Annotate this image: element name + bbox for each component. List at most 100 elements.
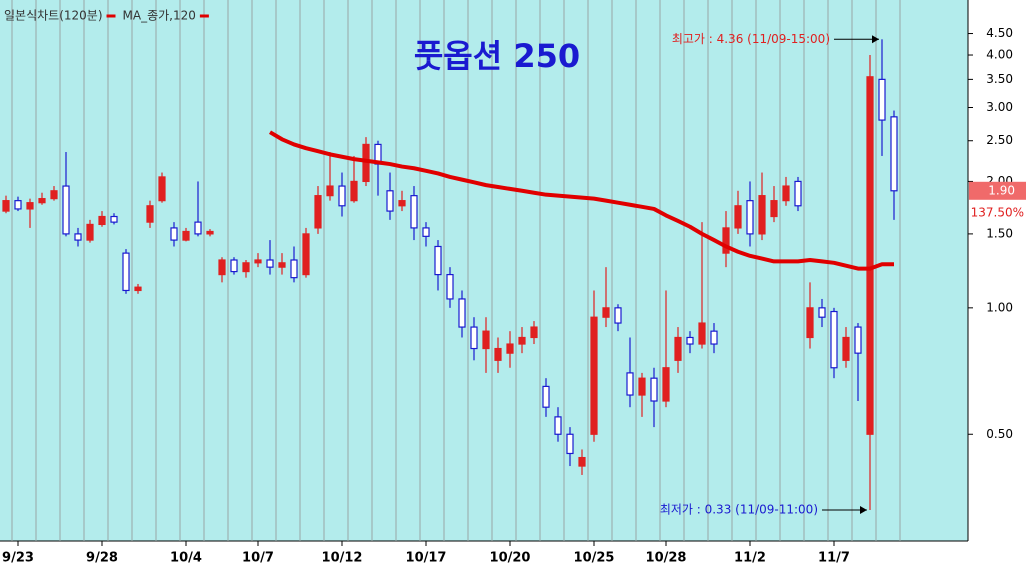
candle-body	[494, 347, 502, 361]
candle-body	[542, 385, 550, 408]
candle-body	[74, 233, 82, 241]
candle-body	[350, 180, 358, 202]
candle-body	[158, 176, 166, 202]
candle-body	[662, 367, 670, 402]
axis-background	[968, 0, 1026, 571]
legend-label: 일본식차트(120분)	[4, 9, 103, 23]
candle-body	[830, 310, 838, 369]
candle-body	[302, 233, 310, 276]
y-tick-label: 4.00	[986, 48, 1013, 62]
x-tick-label: 10/17	[406, 551, 447, 566]
candle-body	[242, 262, 250, 273]
last-price-box	[969, 181, 1026, 200]
x-tick-label: 10/7	[242, 551, 274, 566]
candle-body	[266, 259, 274, 268]
y-tick-label: 3.00	[986, 100, 1013, 114]
candle-body	[818, 307, 826, 318]
y-tick-label: 2.50	[986, 133, 1013, 147]
candle-body	[398, 200, 406, 207]
candle-body	[2, 200, 10, 212]
candle-body	[722, 227, 730, 254]
legend-label: MA_종가,120	[123, 9, 196, 23]
vertical-grid	[11, 0, 901, 541]
y-tick-label: 1.00	[986, 300, 1013, 314]
x-tick-label: 10/12	[322, 551, 363, 566]
candle-body	[590, 316, 598, 435]
candle-body	[614, 307, 622, 324]
candle-body	[170, 227, 178, 241]
candle-body	[734, 205, 742, 229]
candle-body	[806, 307, 814, 339]
candle-body	[134, 286, 142, 292]
candle-body	[410, 195, 418, 229]
x-tick-label: 11/7	[818, 551, 850, 566]
change-label: 137.50%	[971, 205, 1024, 219]
candle-body	[146, 205, 154, 223]
candle-body	[578, 456, 586, 467]
candle-body	[602, 307, 610, 318]
candle-body	[434, 245, 442, 276]
candle-body	[842, 336, 850, 361]
y-tick-label: 0.50	[986, 427, 1013, 441]
candle-body	[506, 343, 514, 354]
x-tick-label: 9/28	[86, 551, 118, 566]
annotation-arrowhead	[872, 35, 879, 44]
candle-body	[422, 227, 430, 237]
candle-body	[38, 198, 46, 204]
annotation-label: 최저가 : 0.33 (11/09-11:00)	[660, 503, 818, 517]
candle-body	[674, 336, 682, 361]
candle-body	[794, 180, 802, 207]
candle-body	[326, 185, 334, 197]
candle-body	[698, 322, 706, 345]
candle-body	[182, 230, 190, 241]
candle-body	[206, 230, 214, 235]
y-tick-label: 4.50	[986, 26, 1013, 40]
candle-body	[518, 336, 526, 345]
candle-body	[626, 372, 634, 396]
candle-body	[26, 202, 34, 210]
chart-title: 풋옵션 250	[414, 37, 580, 75]
x-tick-label: 10/28	[646, 551, 687, 566]
x-tick-label: 9/23	[2, 551, 34, 566]
candle-body	[278, 262, 286, 268]
candle-body	[482, 330, 490, 350]
candle-body	[194, 221, 202, 235]
candle-body	[878, 78, 886, 121]
candle-body	[314, 195, 322, 229]
candle-body	[98, 215, 106, 226]
y-tick-label: 3.50	[986, 72, 1013, 86]
x-tick-label: 10/25	[574, 551, 615, 566]
candle-body	[446, 273, 454, 300]
candle-body	[566, 433, 574, 455]
candle-body	[746, 200, 754, 235]
candle-body	[86, 223, 94, 241]
candle-body	[758, 195, 766, 235]
candle-body	[122, 252, 130, 292]
candle-body	[854, 326, 862, 354]
candle-body	[386, 190, 394, 212]
annotation-arrowhead	[860, 506, 867, 515]
annotation-label: 최고가 : 4.36 (11/09-15:00)	[672, 32, 830, 46]
candle-body	[338, 185, 346, 207]
candle-body	[230, 259, 238, 273]
candle-body	[638, 377, 646, 396]
plot-background	[0, 0, 968, 541]
candle-body	[290, 259, 298, 279]
candle-body	[782, 185, 790, 202]
candle-body	[710, 330, 718, 345]
candle-body	[650, 377, 658, 402]
last-price-label: 1.90	[988, 183, 1015, 197]
x-tick-label: 10/4	[170, 551, 202, 566]
candle-body	[458, 298, 466, 328]
candle-body	[14, 200, 22, 210]
y-tick-label: 1.50	[986, 226, 1013, 240]
moving-average-line	[268, 130, 894, 271]
candle-body	[50, 190, 58, 200]
candle-body	[470, 326, 478, 350]
candle-body	[254, 259, 262, 264]
candle-body	[218, 259, 226, 276]
x-tick-label: 11/2	[734, 551, 766, 566]
candle-body	[890, 116, 898, 192]
candle-body	[866, 76, 874, 435]
